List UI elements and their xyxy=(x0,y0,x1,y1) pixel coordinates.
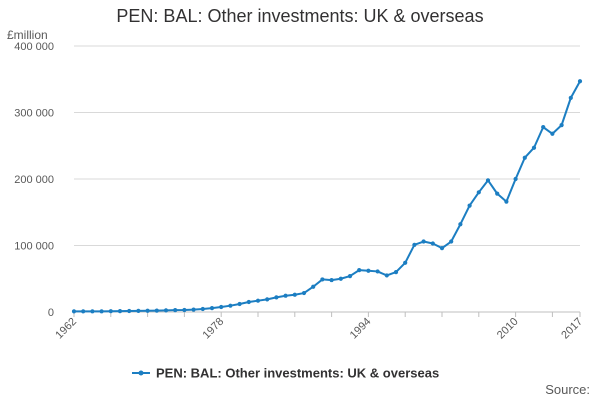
data-point xyxy=(265,297,270,302)
data-point xyxy=(568,95,573,100)
data-point xyxy=(531,145,537,150)
data-point xyxy=(81,309,86,314)
data-point xyxy=(237,301,242,307)
axes: 0 100 000 200 000 300 000 400 000 1962 1978 199… xyxy=(14,41,585,341)
data-point xyxy=(421,239,426,244)
data-point xyxy=(412,242,417,247)
data-point xyxy=(338,276,343,281)
data-point xyxy=(90,309,95,314)
data-point xyxy=(127,308,132,314)
series-line xyxy=(74,80,581,313)
y-axis-unit-label: £million xyxy=(7,28,48,42)
data-point xyxy=(384,273,389,278)
y-tick-label: 0 xyxy=(48,307,54,319)
data-point xyxy=(301,290,307,296)
data-point xyxy=(495,191,500,196)
data-point xyxy=(255,298,261,303)
data-point xyxy=(347,273,353,279)
data-point xyxy=(219,304,224,310)
data-point xyxy=(283,293,288,298)
data-point xyxy=(292,292,297,297)
data-point xyxy=(209,306,215,311)
data-point xyxy=(458,222,463,227)
data-point xyxy=(476,190,481,195)
data-point xyxy=(320,277,325,282)
data-point xyxy=(577,79,583,84)
data-point xyxy=(513,176,518,182)
x-tick-label: 1978 xyxy=(201,316,227,342)
chart-title: PEN: BAL: Other investments: UK & overse… xyxy=(116,6,484,26)
data-point xyxy=(99,309,104,314)
source-label: Source: xyxy=(545,382,590,397)
data-point xyxy=(403,260,408,265)
data-point xyxy=(108,309,113,314)
y-tick-label: 200 000 xyxy=(14,174,54,186)
legend[interactable]: PEN: BAL: Other investments: UK & overse… xyxy=(132,366,439,381)
legend-label: PEN: BAL: Other investments: UK & overse… xyxy=(156,366,439,381)
x-tick-label: 1994 xyxy=(348,316,374,342)
data-point xyxy=(375,269,380,274)
data-point xyxy=(439,246,445,251)
series-layer xyxy=(71,79,583,314)
data-point xyxy=(200,306,205,312)
data-point xyxy=(246,299,251,305)
gridlines xyxy=(74,45,580,246)
data-point xyxy=(191,307,196,312)
data-point xyxy=(430,241,435,246)
data-point xyxy=(504,199,509,204)
data-point xyxy=(154,308,159,313)
data-point xyxy=(71,309,77,314)
x-tick-label: 2010 xyxy=(495,316,521,342)
data-point xyxy=(136,308,141,313)
data-point xyxy=(173,308,178,313)
data-point xyxy=(522,155,527,160)
data-point xyxy=(311,284,316,289)
data-point xyxy=(145,308,150,313)
x-tick-label: 1962 xyxy=(53,316,79,342)
data-point xyxy=(467,203,472,208)
legend-marker xyxy=(138,370,144,376)
data-point xyxy=(541,125,546,130)
data-point xyxy=(274,295,279,300)
y-tick-label: 400 000 xyxy=(14,41,54,53)
data-point xyxy=(329,277,334,283)
y-tick-label: 100 000 xyxy=(14,241,54,253)
data-point xyxy=(357,268,362,273)
data-point xyxy=(393,270,399,275)
x-tick-label: 2017 xyxy=(559,316,585,342)
data-point xyxy=(449,239,454,244)
data-point xyxy=(163,308,169,313)
data-point xyxy=(559,123,564,128)
data-point xyxy=(228,303,233,308)
data-point xyxy=(550,131,555,136)
data-point xyxy=(366,268,371,273)
y-tick-label: 300 000 xyxy=(14,108,54,120)
data-point xyxy=(117,309,123,314)
data-point xyxy=(485,178,491,183)
data-point xyxy=(182,307,187,313)
